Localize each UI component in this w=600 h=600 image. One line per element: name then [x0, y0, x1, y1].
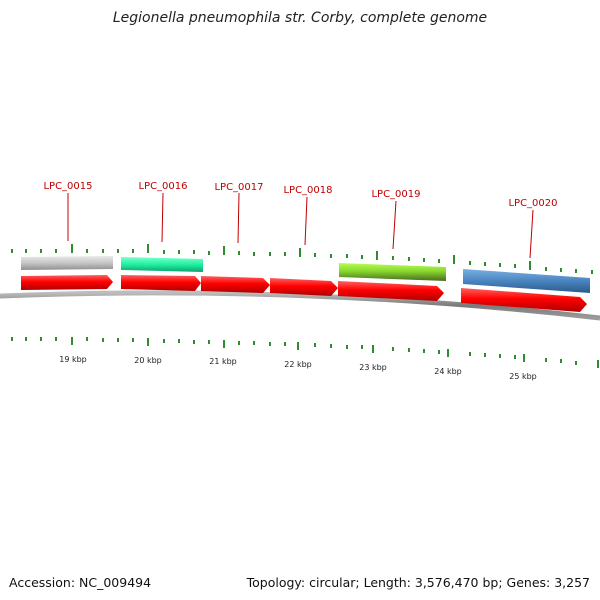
- gene-label-lpc-0018: LPC_0018: [283, 185, 332, 196]
- leader-line: [304, 196, 308, 246]
- feature-bar-green: [339, 263, 446, 281]
- leader-line: [161, 192, 164, 243]
- gene-label-lpc-0015: LPC_0015: [43, 181, 92, 192]
- gene-arrow: [201, 276, 270, 293]
- genome-summary-text: Topology: circular; Length: 3,576,470 bp…: [246, 575, 590, 590]
- scale-labels: 19 kbp 20 kbp 21 kbp 22 kbp 23 kbp 24 kb…: [59, 355, 537, 381]
- feature-bar-blue: [463, 269, 590, 293]
- gene-arrows: [21, 275, 587, 312]
- gene-arrow: [270, 278, 338, 296]
- gene-labels: LPC_0015 LPC_0016 LPC_0017 LPC_0018 LPC_…: [43, 181, 557, 209]
- gene-arrow: [461, 288, 587, 312]
- accession-text: Accession: NC_009494: [9, 575, 152, 590]
- scale-label: 24 kbp: [434, 367, 462, 376]
- gene-label-lpc-0017: LPC_0017: [214, 182, 263, 193]
- feature-bar-cyan: [121, 257, 203, 272]
- label-leaders: [67, 192, 534, 259]
- gene-arrow: [121, 275, 201, 291]
- feature-bar-grey: [21, 256, 113, 270]
- gene-arrow: [21, 275, 113, 290]
- gene-label-lpc-0016: LPC_0016: [138, 181, 187, 192]
- scale-label: 21 kbp: [209, 357, 237, 366]
- scale-label: 23 kbp: [359, 363, 387, 372]
- leader-line: [529, 209, 534, 259]
- gene-label-lpc-0020: LPC_0020: [508, 198, 557, 209]
- bottom-ticks: [11, 337, 599, 368]
- scale-label: 22 kbp: [284, 360, 312, 369]
- genome-backbone: [0, 290, 600, 321]
- scale-label: 25 kbp: [509, 372, 537, 381]
- genome-title: Legionella pneumophila str. Corby, compl…: [112, 10, 488, 26]
- gene-arrow: [338, 281, 444, 301]
- scale-label: 20 kbp: [134, 356, 162, 365]
- scale-label: 19 kbp: [59, 355, 87, 364]
- feature-track: [21, 256, 590, 293]
- leader-line: [237, 192, 240, 244]
- top-ticks: [11, 244, 593, 274]
- leader-line: [392, 200, 397, 250]
- gene-label-lpc-0019: LPC_0019: [371, 189, 420, 200]
